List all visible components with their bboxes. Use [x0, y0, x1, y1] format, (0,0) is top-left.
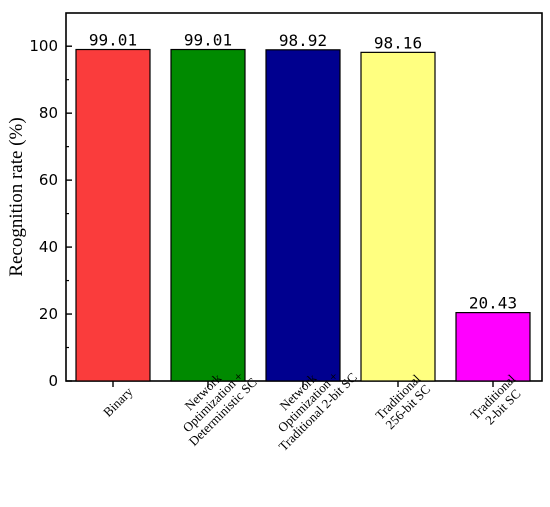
bar — [455, 312, 531, 382]
y-tick-label: 20 — [39, 305, 58, 323]
bar — [170, 48, 246, 382]
y-axis-title: Recognition rate (%) — [6, 117, 27, 276]
bars: 99.01 99.01 98.92 98.16 20.43 — [75, 31, 531, 382]
data-label: 20.43 — [469, 294, 517, 313]
data-label: 99.01 — [184, 31, 232, 50]
y-tick-label: 80 — [39, 104, 58, 122]
x-tick-label-line: Binary — [100, 384, 136, 420]
y-tick-label: 40 — [39, 238, 58, 256]
y-tick-label: 100 — [29, 37, 58, 55]
bar — [75, 48, 151, 382]
y-tick-label: 60 — [39, 171, 58, 189]
x-tick-label: Binary — [100, 384, 136, 420]
data-label: 98.92 — [279, 31, 327, 50]
bar — [265, 49, 341, 382]
y-axis: 0 20 40 60 80 100 — [29, 37, 72, 390]
y-tick-label: 0 — [48, 372, 58, 390]
data-label: 98.16 — [374, 33, 422, 52]
bar — [360, 51, 436, 382]
data-label: 99.01 — [89, 31, 137, 50]
